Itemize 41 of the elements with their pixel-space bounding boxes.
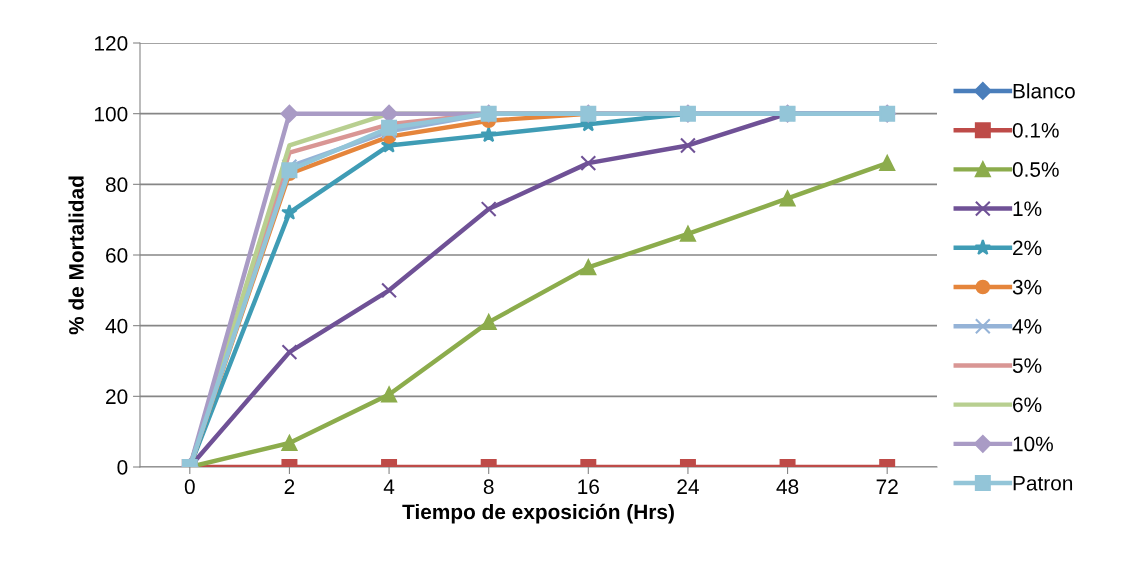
legend-label: 2% (1013, 240, 1042, 256)
legend-label: 6% (1013, 397, 1042, 413)
x-tick-label: 24 (677, 479, 699, 494)
x-tick-label: 72 (876, 479, 898, 494)
legend-label: 1% (1013, 201, 1042, 217)
legend-label: 0.5% (1012, 162, 1059, 177)
x-axis-title: Tiempo de exposición (Hrs) (402, 503, 674, 524)
legend-label: 5% (1012, 358, 1042, 373)
legend-label: 0.1% (1012, 122, 1059, 138)
x-tick-label: 48 (776, 479, 799, 495)
x-tick-label: 16 (578, 479, 599, 495)
y-axis-title: % de Mortalidad (68, 176, 84, 335)
x-tick-label: 4 (383, 479, 395, 494)
point (480, 201, 497, 218)
legend-label: Blanco (1013, 83, 1075, 99)
point (280, 104, 299, 123)
point (381, 282, 398, 299)
x-tick-label: 0 (184, 479, 195, 495)
y-tick-label: 0 (117, 460, 128, 475)
point (779, 190, 796, 207)
point (679, 225, 696, 242)
y-tick-label: 40 (105, 318, 128, 334)
point (679, 137, 696, 154)
point (281, 162, 298, 179)
legend-label: 3% (1012, 279, 1042, 295)
y-tick-label: 20 (106, 389, 128, 405)
point (381, 119, 398, 136)
y-tick-label: 60 (106, 248, 128, 263)
point (480, 126, 497, 143)
y-tick-label: 120 (95, 36, 128, 51)
legend-label: Patron (1013, 476, 1073, 491)
point (879, 155, 896, 172)
point (580, 155, 597, 172)
x-tick-label: 8 (483, 479, 494, 495)
y-tick-label: 80 (105, 177, 128, 193)
x-tick-label: 2 (284, 479, 295, 494)
legend-label: 4% (1012, 319, 1042, 334)
y-tick-label: 100 (95, 106, 128, 122)
point (281, 203, 298, 220)
point (580, 259, 597, 276)
legend-label: 10% (1013, 436, 1053, 452)
